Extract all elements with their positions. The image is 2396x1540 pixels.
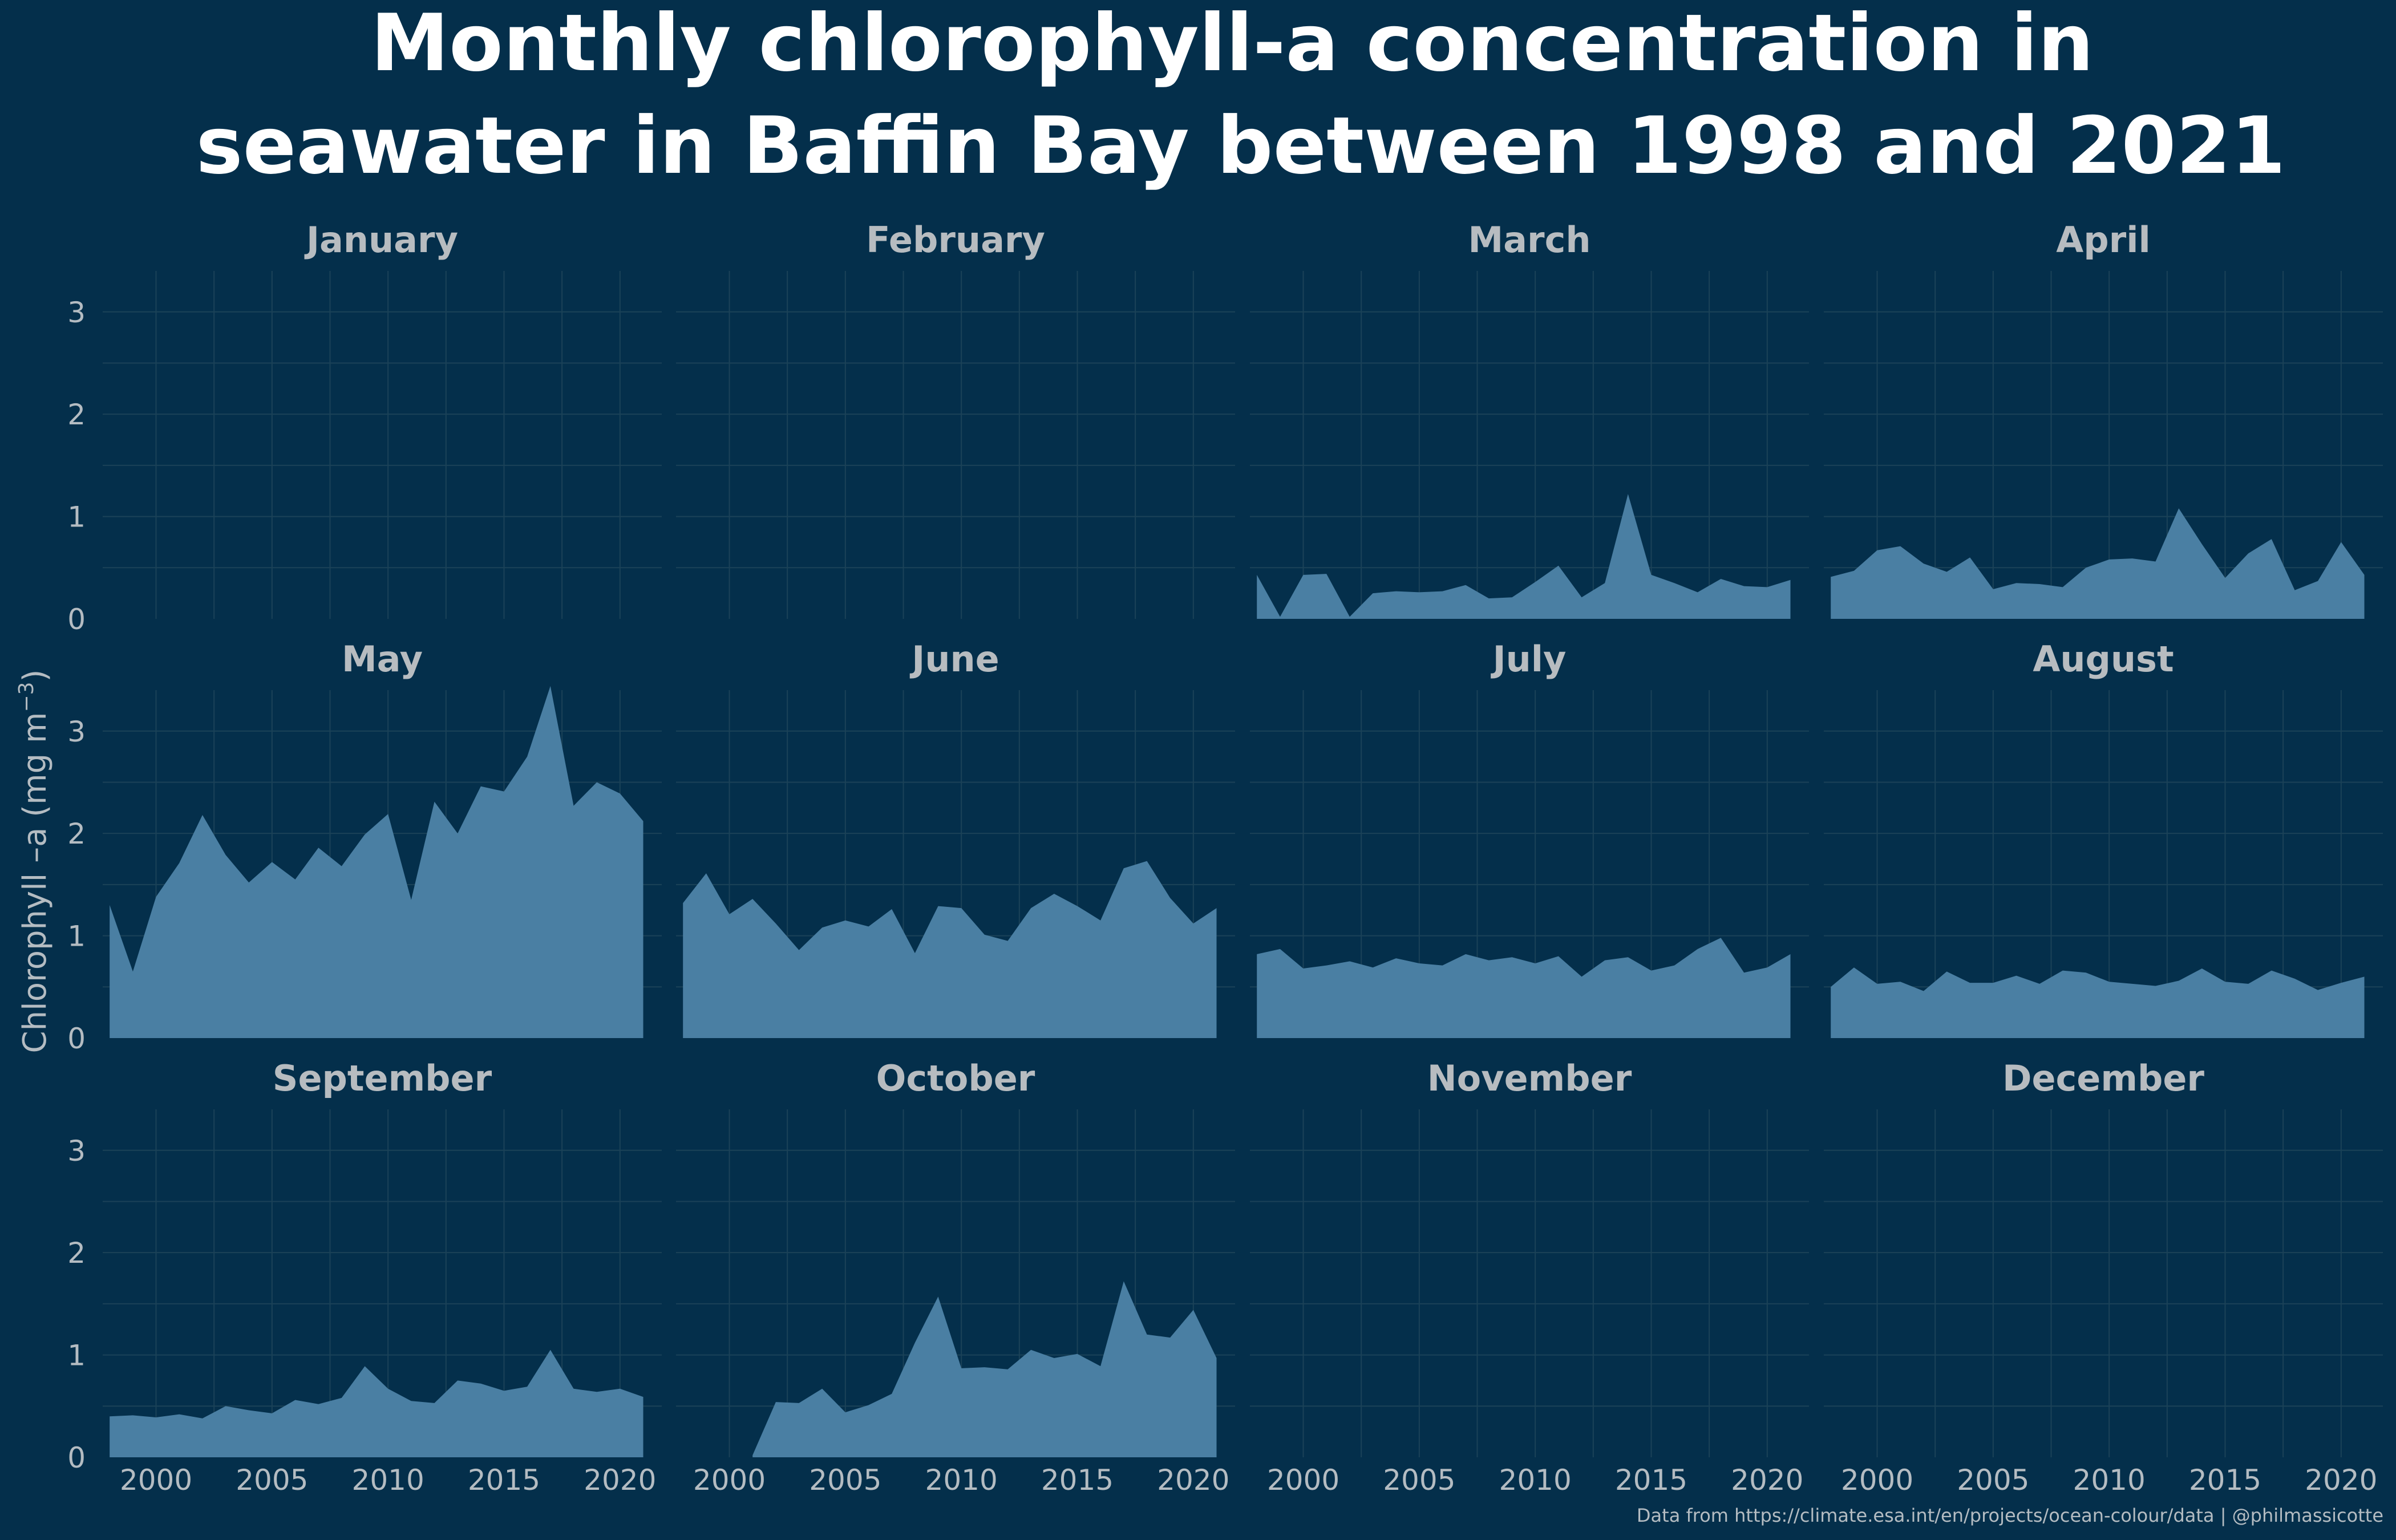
facet-title-december: December [2002, 1057, 2204, 1099]
area-series-may [110, 686, 643, 1038]
panel-february: February [676, 219, 1235, 619]
panel-november: November 2000 2005 2010 2015 2020 [1250, 1057, 1809, 1497]
y-tick-label: 1 [67, 501, 86, 534]
y-axis-title: Chlorophyll –a (mg m−3) [15, 670, 54, 1053]
y-tick-label: 0 [67, 603, 86, 636]
x-tick-label: 2005 [809, 1464, 881, 1497]
x-tick-label: 2000 [693, 1464, 766, 1497]
chart-caption: Data from https://climate.esa.int/en/pro… [1637, 1505, 2383, 1526]
y-tick-label: 0 [67, 1022, 86, 1055]
facet-title-april: April [2056, 219, 2150, 261]
y-axis-title-superscript: −3 [15, 682, 38, 712]
panel-december: December 2000 2005 2010 2015 2020 [1824, 1057, 2383, 1497]
facet-title-january: January [304, 219, 458, 261]
panel-june: June [676, 638, 1235, 1038]
facet-title-october: October [876, 1057, 1035, 1099]
facet-title-may: May [342, 638, 423, 680]
area-series-june [683, 861, 1217, 1038]
x-tick-label: 2010 [2073, 1464, 2146, 1497]
x-tick-label: 2020 [1731, 1464, 1803, 1497]
y-axis-title-main: Chlorophyll –a (mg m [17, 712, 54, 1053]
y-tick-label: 2 [67, 398, 86, 431]
x-tick-label: 2020 [2305, 1464, 2377, 1497]
y-tick-label: 1 [67, 920, 86, 953]
chart-title-line-2: seawater in Baffin Bay between 1998 and … [196, 100, 2286, 192]
x-tick-label: 2020 [584, 1464, 656, 1497]
y-tick-label: 1 [67, 1339, 86, 1372]
area-series-august [1831, 967, 2365, 1038]
x-tick-label: 2000 [1267, 1464, 1339, 1497]
x-tick-label: 2020 [1157, 1464, 1229, 1497]
y-tick-label: 3 [67, 1134, 86, 1168]
x-tick-label: 2015 [2189, 1464, 2261, 1497]
area-series-march [1257, 494, 1791, 619]
x-tick-label: 2015 [468, 1464, 540, 1497]
x-tick-label: 2015 [1041, 1464, 1114, 1497]
panel-september: September 0 1 2 3 2000 2005 2010 2015 2020 [67, 1057, 662, 1497]
panel-may: May 0 1 2 3 [67, 638, 662, 1055]
x-tick-label: 2005 [1957, 1464, 2029, 1497]
x-tick-label: 2010 [925, 1464, 998, 1497]
facet-title-august: August [2033, 638, 2174, 680]
area-series-october [752, 1281, 1217, 1457]
facet-title-march: March [1468, 219, 1590, 261]
area-series-april [1831, 508, 2365, 619]
x-tick-label: 2005 [236, 1464, 308, 1497]
y-tick-label: 3 [67, 715, 86, 748]
facet-title-june: June [909, 638, 999, 680]
area-series-july [1257, 938, 1791, 1038]
y-tick-label: 2 [67, 1237, 86, 1270]
chart-title-line-1: Monthly chlorophyll-a concentration in [371, 0, 2094, 89]
y-axis-title-close: ) [17, 670, 54, 682]
x-tick-label: 2000 [120, 1464, 192, 1497]
panel-october: October 2000 2005 2010 2015 2020 [676, 1057, 1235, 1497]
x-tick-label: 2000 [1841, 1464, 1913, 1497]
facet-title-november: November [1427, 1057, 1632, 1099]
x-tick-label: 2015 [1615, 1464, 1687, 1497]
facet-title-july: July [1491, 638, 1567, 680]
y-tick-label: 2 [67, 817, 86, 850]
x-tick-label: 2005 [1383, 1464, 1455, 1497]
area-series-september [110, 1349, 643, 1457]
panel-january: January 0 1 2 3 [67, 219, 662, 636]
panel-march: March [1250, 219, 1809, 619]
panel-july: July [1250, 638, 1809, 1038]
panel-april: April [1824, 219, 2383, 619]
x-tick-label: 2010 [352, 1464, 424, 1497]
facet-panels: January 0 1 2 3 February March April May 0 1 2 3 June… [67, 219, 2383, 1497]
x-tick-label: 2010 [1499, 1464, 1572, 1497]
facet-title-september: September [273, 1057, 492, 1099]
y-tick-label: 0 [67, 1441, 86, 1474]
y-tick-label: 3 [67, 296, 86, 329]
panel-august: August [1824, 638, 2383, 1038]
facet-title-february: February [866, 219, 1045, 261]
